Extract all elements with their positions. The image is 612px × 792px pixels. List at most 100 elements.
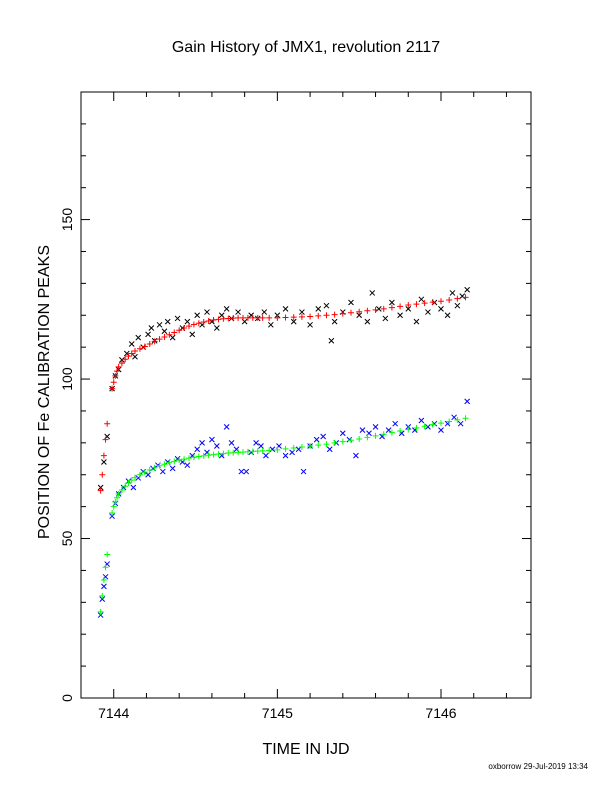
data-point xyxy=(195,320,202,327)
data-point xyxy=(112,498,119,505)
data-point xyxy=(130,484,137,491)
data-point xyxy=(282,314,289,321)
data-point xyxy=(166,459,173,466)
data-point xyxy=(104,551,111,558)
data-point xyxy=(205,452,212,459)
data-point xyxy=(446,296,453,303)
data-point xyxy=(220,450,227,457)
data-point xyxy=(326,446,333,453)
data-point xyxy=(205,318,212,325)
data-point xyxy=(274,446,281,453)
data-point xyxy=(186,323,192,330)
x-tick-label: 7145 xyxy=(262,705,293,721)
data-point xyxy=(156,321,163,328)
data-point xyxy=(181,325,188,332)
data-point xyxy=(99,596,106,602)
data-point xyxy=(356,308,363,315)
data-point xyxy=(100,452,107,459)
data-point xyxy=(438,306,444,312)
data-point xyxy=(235,309,241,315)
axis-ticks xyxy=(80,91,531,699)
data-point xyxy=(405,426,412,433)
data-point xyxy=(204,309,210,315)
data-point xyxy=(97,484,104,491)
data-point xyxy=(115,363,122,370)
data-point xyxy=(438,298,444,305)
data-point xyxy=(194,446,201,453)
data-point xyxy=(380,431,387,438)
data-point xyxy=(195,453,202,460)
data-point xyxy=(388,429,395,436)
y-tick-label: 150 xyxy=(59,208,75,232)
data-point xyxy=(331,439,338,446)
data-point xyxy=(389,299,395,306)
data-point xyxy=(369,290,376,296)
y-tick-label: 100 xyxy=(59,367,75,391)
data-point xyxy=(295,446,302,453)
data-point xyxy=(161,461,168,468)
data-point xyxy=(104,420,111,427)
data-point xyxy=(171,329,178,336)
data-point xyxy=(166,331,173,338)
data-point xyxy=(194,312,201,319)
data-point xyxy=(429,421,436,428)
plot-frame xyxy=(80,91,532,699)
data-point xyxy=(259,314,266,321)
data-point xyxy=(331,318,338,325)
data-point xyxy=(449,290,456,296)
data-point xyxy=(184,462,191,469)
data-point xyxy=(438,427,444,433)
data-point xyxy=(97,487,104,494)
data-point xyxy=(114,494,120,501)
data-point xyxy=(215,316,222,323)
data-point xyxy=(119,357,125,363)
data-point xyxy=(190,454,197,461)
data-point xyxy=(382,315,389,322)
data-point xyxy=(110,503,117,510)
data-point xyxy=(99,471,106,478)
data-point xyxy=(454,302,461,309)
data-point xyxy=(258,443,264,449)
data-point xyxy=(300,468,307,475)
series-1 xyxy=(97,294,469,494)
data-point xyxy=(425,424,431,430)
data-point xyxy=(307,313,314,320)
data-point xyxy=(102,564,109,571)
x-tick-label: 7146 xyxy=(425,705,456,721)
data-point xyxy=(209,436,215,443)
data-point xyxy=(171,458,178,465)
data-point xyxy=(323,302,330,309)
data-point xyxy=(132,353,138,360)
data-point xyxy=(282,306,289,312)
data-point xyxy=(372,424,379,430)
data-point xyxy=(307,443,314,450)
data-point xyxy=(102,436,109,443)
data-point xyxy=(375,306,382,312)
data-point xyxy=(266,447,273,454)
data-point xyxy=(418,417,425,424)
data-point xyxy=(372,432,379,439)
data-point xyxy=(156,462,163,469)
data-point xyxy=(315,312,322,319)
data-point xyxy=(405,302,412,309)
data-point xyxy=(331,311,338,318)
data-point xyxy=(228,439,235,446)
data-point xyxy=(429,299,436,306)
data-point xyxy=(451,414,457,421)
data-point xyxy=(405,306,412,312)
data-point xyxy=(421,300,428,307)
data-point xyxy=(413,301,420,308)
data-point xyxy=(161,333,168,340)
chart-title: Gain History of JMX1, revolution 2117 xyxy=(172,39,440,56)
data-point xyxy=(298,313,305,320)
data-point xyxy=(348,309,354,316)
data-point xyxy=(135,334,142,341)
series-2 xyxy=(97,398,471,618)
footer-timestamp: oxborrow 29-Jul-2019 13:34 xyxy=(488,762,588,771)
data-point xyxy=(145,331,151,338)
data-point xyxy=(125,353,132,360)
data-point xyxy=(199,439,205,446)
data-point xyxy=(392,420,399,427)
data-point xyxy=(282,445,289,452)
